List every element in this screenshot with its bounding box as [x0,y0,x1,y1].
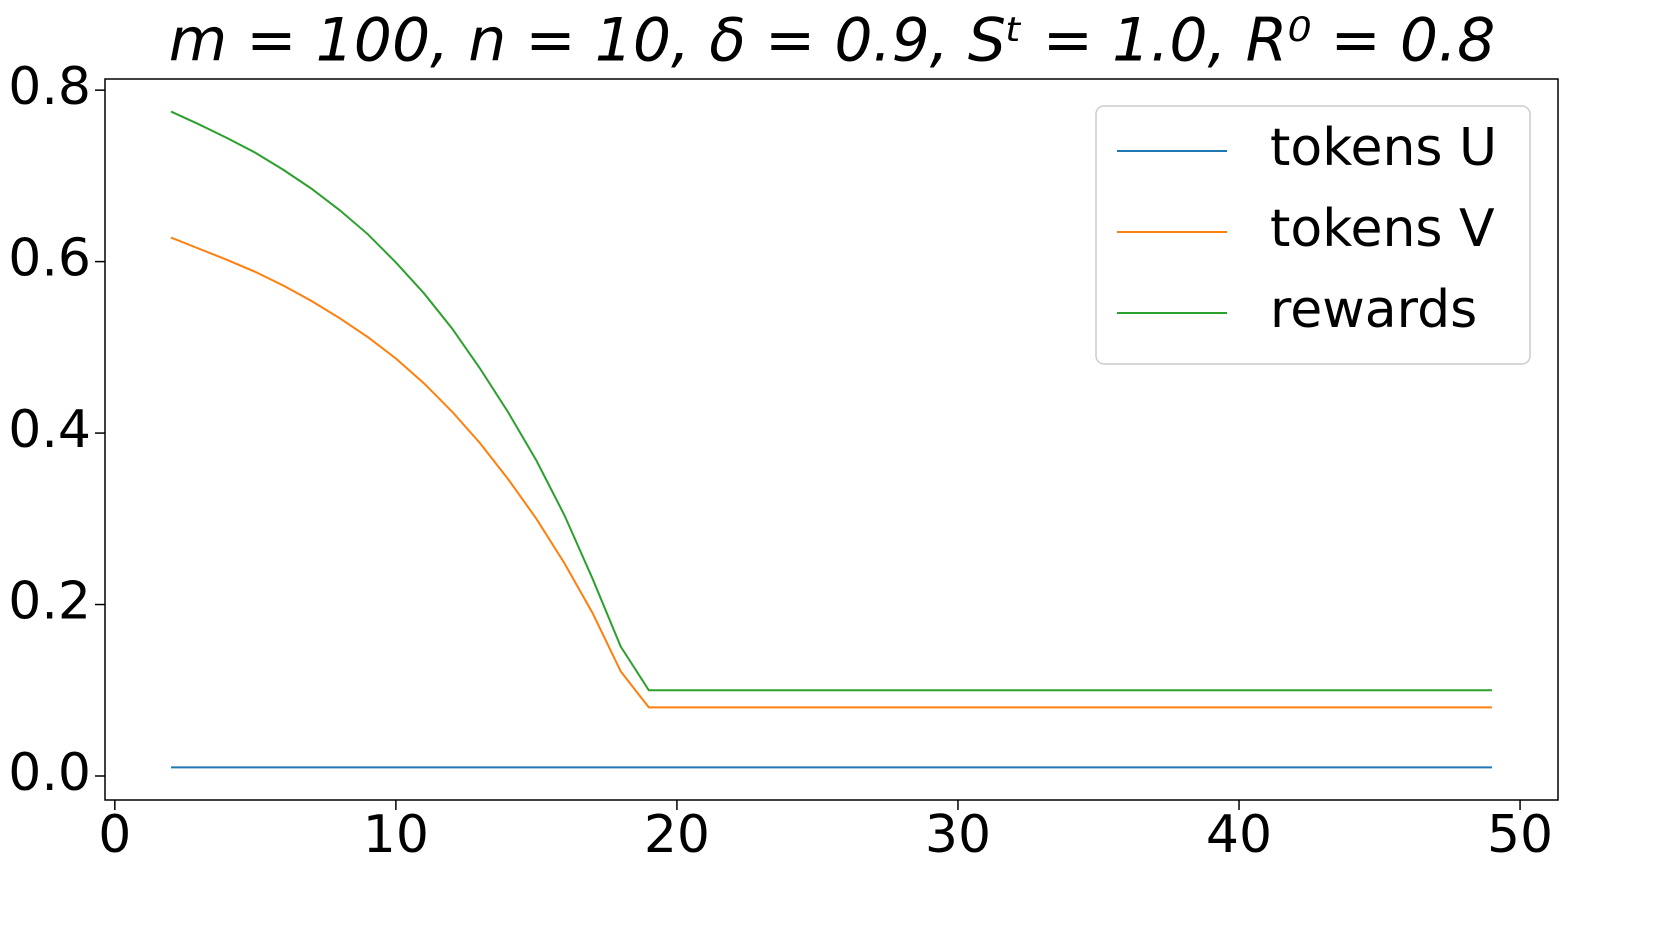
y-tick-label: 0.8 [8,57,91,117]
x-tick-label: 10 [363,805,429,865]
y-tick-label: 0.0 [8,743,91,803]
x-tick-label: 30 [925,805,991,865]
legend-label: tokens U [1270,118,1497,178]
data-line [170,110,1492,692]
y-tick-label: 0.2 [8,572,91,632]
legend-label: tokens V [1270,199,1495,259]
data-line [170,236,1492,709]
legend-box [1095,105,1531,365]
y-tick-label: 0.4 [8,400,91,460]
legend-label: rewards [1270,280,1477,340]
x-tick-label: 0 [98,805,131,865]
chart-title: m = 100, n = 10, δ = 0.9, Sᵗ = 1.0, R⁰ =… [169,6,1496,76]
x-tick-label: 40 [1206,805,1272,865]
plot-frame [104,78,1559,801]
x-tick-label: 50 [1487,805,1553,865]
x-tick-label: 20 [644,805,710,865]
y-tick-label: 0.6 [8,229,91,289]
